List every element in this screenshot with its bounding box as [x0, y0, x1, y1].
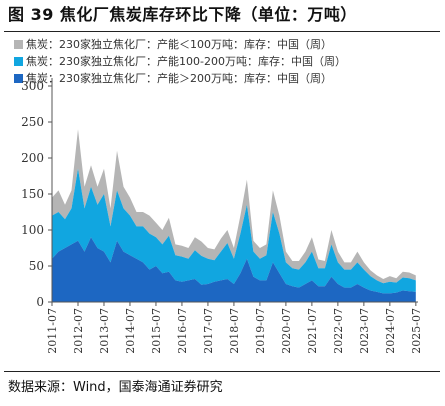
x-tick-label: 2025-07: [410, 308, 423, 354]
x-tick-label: 2016-07: [176, 308, 189, 354]
x-tick-label: 2012-07: [72, 308, 85, 354]
chart-legend: 焦炭：230家独立焦化厂：产能＜100万吨：库存：中国（周） 焦炭：230家独立…: [14, 36, 346, 87]
x-tick-label: 2018-07: [228, 308, 241, 354]
title-divider: [4, 31, 440, 32]
y-tick-label: 300: [21, 79, 44, 93]
x-tick-label: 2022-07: [332, 308, 345, 354]
area-series-0: [52, 237, 416, 302]
y-tick-label: 50: [29, 259, 44, 273]
legend-label-large: 焦炭：230家独立焦化厂：产能＞200万吨：库存：中国（周）: [26, 72, 332, 85]
legend-swatch-small: [14, 40, 23, 49]
y-tick-label: 200: [21, 151, 44, 165]
legend-item-large: 焦炭：230家独立焦化厂：产能＞200万吨：库存：中国（周）: [14, 70, 346, 87]
figure-title: 图 39 焦化厂焦炭库存环比下降（单位：万吨）: [8, 5, 357, 24]
x-tick-label: 2014-07: [124, 308, 137, 354]
legend-label-mid: 焦炭：230家独立焦化厂：产能100-200万吨：库存：中国（周）: [26, 55, 346, 68]
x-tick-label: 2023-07: [358, 308, 371, 354]
y-tick-label: 250: [21, 115, 44, 129]
y-tick-label: 150: [21, 187, 44, 201]
x-tick-label: 2020-07: [280, 308, 293, 354]
y-tick-label: 100: [21, 223, 44, 237]
x-tick-label: 2011-07: [46, 308, 59, 354]
legend-label-small: 焦炭：230家独立焦化厂：产能＜100万吨：库存：中国（周）: [26, 38, 332, 51]
legend-item-mid: 焦炭：230家独立焦化厂：产能100-200万吨：库存：中国（周）: [14, 53, 346, 70]
footer-divider: [4, 371, 440, 372]
source-note: 数据来源：Wind，国泰海通证券研究: [8, 380, 223, 395]
x-tick-label: 2024-07: [384, 308, 397, 354]
legend-swatch-mid: [14, 57, 23, 66]
area-series-2: [52, 129, 416, 284]
x-tick-label: 2017-07: [202, 308, 215, 354]
y-tick-label: 0: [36, 295, 44, 309]
legend-item-small: 焦炭：230家独立焦化厂：产能＜100万吨：库存：中国（周）: [14, 36, 346, 53]
legend-swatch-large: [14, 74, 23, 83]
x-tick-label: 2021-07: [306, 308, 319, 354]
x-tick-label: 2015-07: [150, 308, 163, 354]
x-tick-label: 2019-07: [254, 308, 267, 354]
x-tick-label: 2013-07: [98, 308, 111, 354]
area-series-1: [52, 168, 416, 294]
